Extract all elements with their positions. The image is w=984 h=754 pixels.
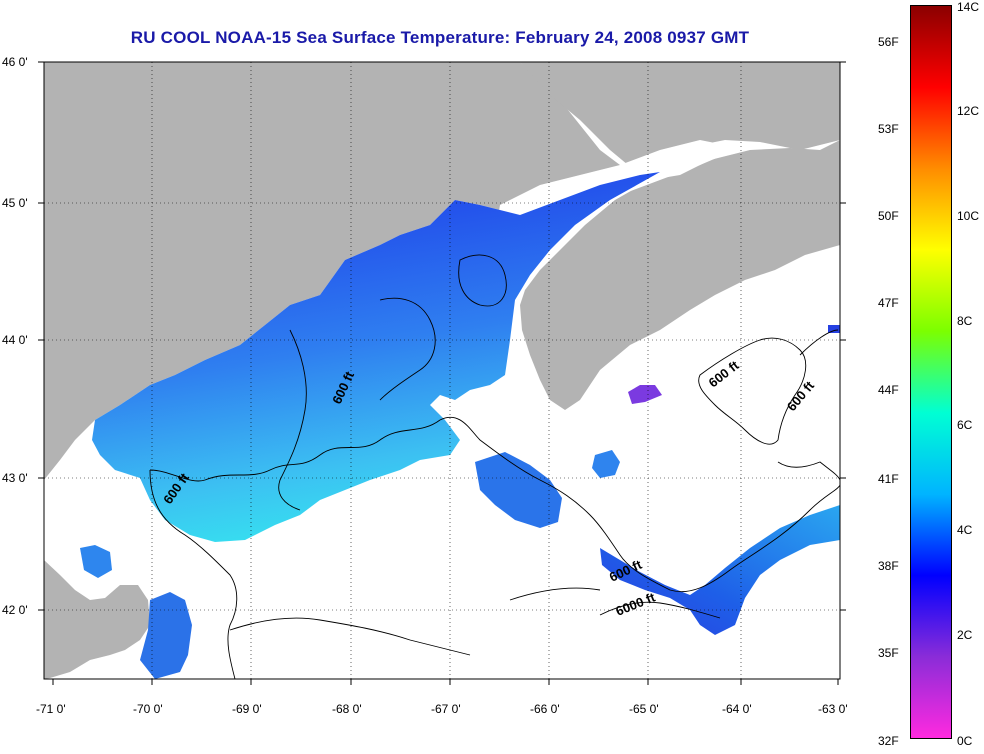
- lat-label-44: 44 0': [2, 333, 28, 347]
- cb-c-10: 10C: [957, 209, 980, 223]
- frame-ticks: [38, 61, 846, 685]
- cb-f-41: 41F: [878, 472, 899, 486]
- lon-label-69: -69 0': [232, 702, 262, 716]
- cb-c-14: 14C: [957, 0, 980, 14]
- lat-label-46: 46 0': [2, 55, 28, 69]
- lon-label-65: -65 0': [629, 702, 659, 716]
- sst-ns-small: [628, 385, 662, 404]
- cb-c-4: 4C: [957, 523, 973, 537]
- lon-label-64: -64 0': [722, 702, 752, 716]
- lon-label-68: -68 0': [332, 702, 362, 716]
- cb-f-38: 38F: [878, 559, 899, 573]
- cb-c-0: 0C: [957, 734, 973, 748]
- lon-label-67: -67 0': [431, 702, 461, 716]
- lat-label-43: 43 0': [2, 471, 28, 485]
- cb-c-12: 12C: [957, 104, 980, 118]
- cb-f-53: 53F: [878, 122, 899, 136]
- cb-f-44: 44F: [878, 383, 899, 397]
- lat-label-42: 42 0': [2, 603, 28, 617]
- lon-label-71: -71 0': [36, 702, 66, 716]
- cb-c-6: 6C: [957, 418, 973, 432]
- land-cape-cod: [44, 560, 150, 679]
- cb-c-8: 8C: [957, 314, 973, 328]
- graticule: [44, 62, 840, 679]
- bathymetry-contours: [149, 254, 841, 680]
- cb-f-56: 56F: [878, 35, 899, 49]
- sst-south-shore: [140, 592, 192, 679]
- sst-east-edge: [828, 325, 840, 333]
- sst-gulf-of-maine: [92, 172, 660, 542]
- map-frame: [43, 61, 841, 680]
- sst-coastal-ma: [80, 545, 112, 578]
- sst-small-patch: [592, 450, 620, 478]
- cb-f-50: 50F: [878, 209, 899, 223]
- lon-label-70: -70 0': [133, 702, 163, 716]
- cb-f-32: 32F: [878, 734, 899, 748]
- sst-georges-patch: [475, 452, 562, 528]
- cb-f-35: 35F: [878, 646, 899, 660]
- land-nova-scotia: [520, 140, 840, 410]
- lat-label-45: 45 0': [2, 196, 28, 210]
- lon-label-63: -63 0': [818, 702, 848, 716]
- map-title: RU COOL NOAA-15 Sea Surface Temperature:…: [130, 28, 750, 47]
- cb-c-2: 2C: [957, 628, 973, 642]
- cb-f-47: 47F: [878, 296, 899, 310]
- land-new-england: [44, 62, 640, 480]
- sst-scotian-shelf: [600, 505, 840, 635]
- temperature-colorbar: [910, 5, 952, 739]
- land-new-brunswick: [520, 62, 840, 175]
- lon-label-66: -66 0': [530, 702, 560, 716]
